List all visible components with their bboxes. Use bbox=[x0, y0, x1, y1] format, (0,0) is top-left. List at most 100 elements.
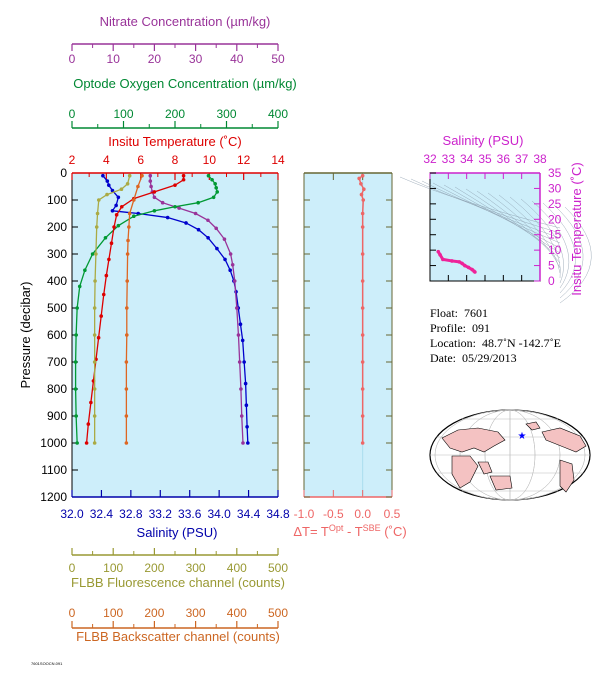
pressure-tick-label: 300 bbox=[47, 247, 67, 261]
backscatter-tick-label: 100 bbox=[103, 606, 123, 620]
delta-t-data-point bbox=[360, 387, 365, 391]
backscatter-tick-label: 500 bbox=[268, 606, 288, 620]
ts-density-contour bbox=[553, 204, 584, 299]
ts-density-contour bbox=[542, 202, 576, 294]
delta-t-data-point bbox=[360, 225, 365, 229]
nitrate-data-point bbox=[239, 414, 244, 418]
delta-t-data-point bbox=[360, 333, 365, 337]
delta-t-data-point bbox=[360, 306, 365, 310]
temperature-data-point bbox=[109, 241, 114, 245]
temperature-data-point bbox=[107, 257, 111, 262]
temperature-data-point bbox=[181, 177, 186, 182]
fluorescence-data-point bbox=[92, 414, 97, 418]
delta-t-data-point bbox=[357, 176, 361, 181]
nitrate-axis-title: Nitrate Concentration (µm/kg) bbox=[100, 14, 271, 29]
ts-temperature-tick-label: 0 bbox=[548, 274, 555, 288]
delta-t-data-point bbox=[360, 252, 365, 256]
delta-t-label-part: - T bbox=[343, 524, 362, 539]
oxygen-data-point bbox=[210, 177, 214, 182]
delta-t-plot-background bbox=[304, 173, 392, 497]
temperature-data-point bbox=[104, 273, 109, 278]
backscatter-axis-title: FLBB Backscatter channel (counts) bbox=[76, 629, 280, 644]
pressure-axis-label: Pressure (decibar) bbox=[18, 282, 33, 389]
salinity-data-point bbox=[242, 360, 246, 364]
nitrate-data-point bbox=[237, 360, 242, 364]
nitrate-data-point bbox=[230, 263, 235, 267]
ts-density-contour bbox=[531, 200, 569, 289]
temperature-data-point bbox=[89, 400, 93, 405]
temperature-tick-label: 8 bbox=[172, 153, 179, 167]
ts-density-contour bbox=[487, 192, 561, 269]
float-value: 7601 bbox=[464, 306, 489, 320]
backscatter-data-point bbox=[124, 387, 129, 391]
pressure-tick-label: 600 bbox=[47, 328, 67, 342]
delta-t-data-point bbox=[360, 360, 365, 364]
oxygen-data-point bbox=[73, 360, 78, 364]
ts-salinity-tick-label: 35 bbox=[478, 152, 492, 166]
fluorescence-data-point bbox=[92, 441, 97, 445]
world-map-landmass bbox=[541, 427, 587, 453]
nitrate-tick-label: 40 bbox=[230, 52, 244, 66]
nitrate-tick-label: 20 bbox=[148, 52, 162, 66]
fluorescence-axis-title: FLBB Fluorescence channel (counts) bbox=[71, 575, 285, 590]
pressure-tick-label: 200 bbox=[47, 220, 67, 234]
ts-data-point bbox=[436, 249, 441, 254]
salinity-data-point bbox=[228, 268, 232, 273]
oxygen-data-point bbox=[83, 268, 87, 273]
temperature-data-point bbox=[119, 204, 124, 209]
nitrate-data-point bbox=[236, 333, 241, 337]
salinity-tick-label: 32.4 bbox=[90, 507, 114, 521]
fluorescence-data-point bbox=[92, 333, 97, 337]
oxygen-tick-label: 400 bbox=[268, 107, 288, 121]
temperature-data-point bbox=[101, 292, 106, 297]
salinity-data-point bbox=[196, 227, 201, 232]
ts-temperature-tick-label: 25 bbox=[548, 197, 562, 211]
world-map-landmass bbox=[477, 461, 493, 475]
delta-t-label-part: ΔT= T bbox=[293, 524, 329, 539]
temperature-data-point bbox=[84, 441, 89, 445]
location-value: 48.7˚N -142.7˚E bbox=[481, 336, 561, 350]
world-map-landmass bbox=[559, 459, 575, 493]
fluorescence-data-point bbox=[92, 387, 97, 391]
ts-salinity-tick-label: 34 bbox=[460, 152, 474, 166]
ts-density-contour bbox=[509, 196, 561, 279]
float-info-block: Float: 7601 Profile: 091 Location: 48.7˚… bbox=[430, 306, 561, 366]
ts-temperature-tick-label: 10 bbox=[548, 243, 562, 257]
delta-t-data-point bbox=[361, 198, 366, 202]
delta-t-tick-label: -0.5 bbox=[323, 507, 344, 521]
salinity-data-point bbox=[238, 322, 243, 327]
fluorescence-tick-label: 500 bbox=[268, 561, 288, 575]
nitrate-data-point bbox=[152, 195, 157, 200]
nitrate-tick-label: 50 bbox=[271, 52, 285, 66]
world-map-landmass bbox=[441, 427, 506, 453]
salinity-tick-label: 34.0 bbox=[207, 507, 231, 521]
temperature-axis-title: Insitu Temperature (˚C) bbox=[108, 134, 241, 149]
salinity-tick-label: 34.8 bbox=[266, 507, 290, 521]
oxygen-data-point bbox=[75, 306, 79, 310]
salinity-data-point bbox=[206, 236, 210, 240]
delta-t-label-superscript: Opt bbox=[329, 523, 344, 533]
ts-salinity-tick-label: 33 bbox=[442, 152, 456, 166]
ts-density-contour bbox=[498, 194, 561, 274]
delta-t-data-point bbox=[362, 187, 366, 191]
fluorescence-data-point bbox=[125, 182, 130, 186]
pressure-tick-label: 1100 bbox=[41, 463, 67, 477]
oxygen-data-point bbox=[77, 284, 82, 289]
oxygen-data-point bbox=[90, 252, 95, 256]
fluorescence-tick-label: 300 bbox=[186, 561, 206, 575]
ts-density-contour bbox=[520, 198, 564, 284]
delta-t-data-point bbox=[360, 441, 365, 445]
salinity-tick-label: 33.2 bbox=[149, 507, 173, 521]
oxygen-data-point bbox=[103, 236, 108, 240]
delta-t-data-point bbox=[360, 211, 365, 216]
ts-temperature-tick-label: 15 bbox=[548, 228, 562, 242]
delta-t-axis-title: ΔT= TOpt - TSBE (˚C) bbox=[293, 523, 406, 539]
ts-data-point bbox=[466, 265, 471, 270]
ts-data-point bbox=[463, 263, 467, 268]
nitrate-data-point bbox=[206, 218, 210, 223]
fluorescence-data-point bbox=[95, 211, 100, 216]
fluorescence-tick-label: 200 bbox=[144, 561, 164, 575]
fluorescence-data-point bbox=[105, 192, 109, 197]
nitrate-data-point bbox=[214, 226, 218, 231]
